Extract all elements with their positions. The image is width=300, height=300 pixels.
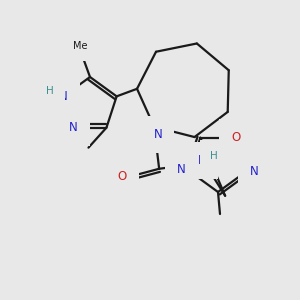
- Text: H: H: [46, 86, 54, 96]
- Text: O: O: [118, 170, 127, 183]
- Text: Me: Me: [73, 41, 87, 51]
- Text: N: N: [250, 165, 259, 178]
- Text: N: N: [198, 154, 206, 167]
- Text: N: N: [59, 90, 68, 103]
- Text: N: N: [154, 128, 163, 141]
- Text: N: N: [69, 121, 78, 134]
- Text: N: N: [177, 163, 186, 176]
- Text: H: H: [210, 151, 218, 161]
- Text: O: O: [231, 131, 240, 144]
